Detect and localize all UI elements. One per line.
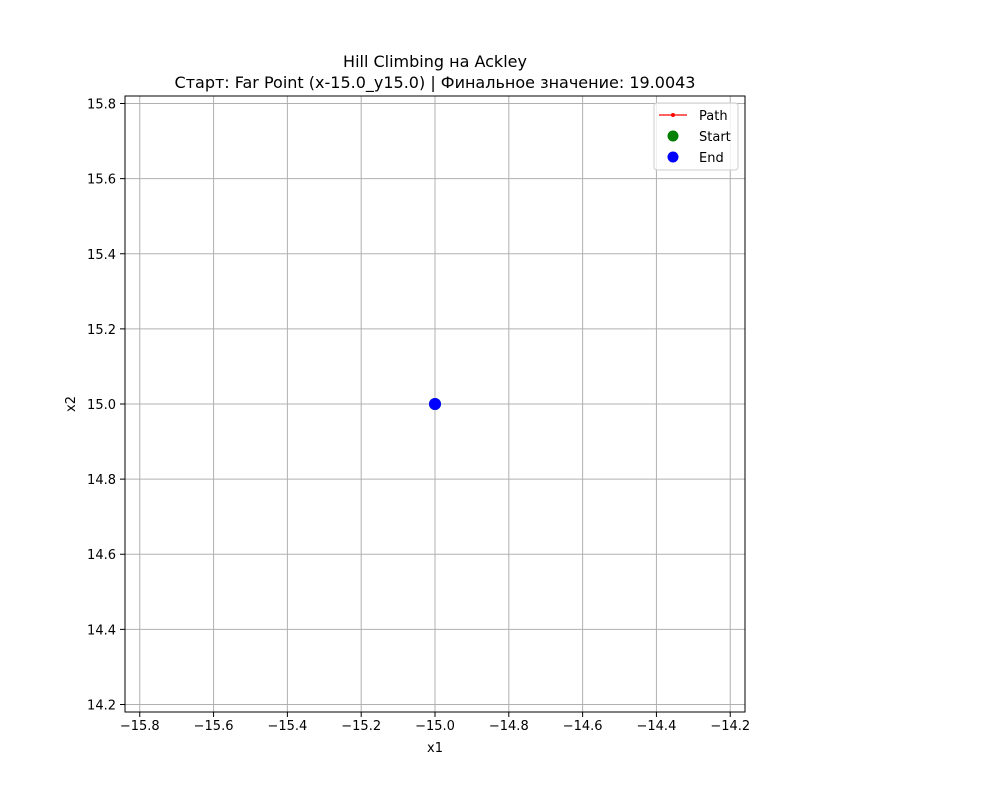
y-tick-label: 15.0	[87, 398, 116, 413]
y-tick-label: 14.6	[87, 548, 116, 563]
legend-path-marker	[671, 113, 675, 117]
legend-entries: Path Start End	[659, 109, 731, 166]
x-tick-label: −15.2	[341, 719, 381, 734]
grid-lines	[125, 96, 745, 712]
chart-title-line-1: Hill Climbing на Ackley	[343, 52, 527, 71]
y-tick-label: 14.8	[87, 473, 116, 488]
y-axis-label: x2	[64, 396, 79, 412]
x-axis: −15.8 −15.6 −15.4 −15.2 −15.0 −14.8 −14.6 −14.4…	[120, 712, 750, 734]
x-tick-label: −15.6	[194, 719, 234, 734]
legend-end-marker	[667, 151, 679, 163]
legend-end-label: End	[699, 151, 724, 166]
chart-title-line-2: Старт: Far Point (x-15.0_y15.0) | Финаль…	[175, 73, 696, 93]
legend-start-label: Start	[699, 130, 731, 145]
y-axis: 14.2 14.4 14.6 14.8 15.0 15.2 15.4 15.6 15.8	[87, 98, 125, 713]
legend-start-marker	[667, 130, 679, 142]
x-tick-label: −14.6	[563, 719, 603, 734]
x-tick-label: −14.4	[637, 719, 677, 734]
y-tick-label: 15.2	[87, 323, 116, 338]
data-marks	[429, 398, 441, 410]
y-tick-label: 15.4	[87, 248, 116, 263]
x-axis-label: x1	[427, 741, 443, 756]
y-tick-label: 14.4	[87, 623, 116, 638]
legend: Path Start End	[653, 102, 739, 171]
y-tick-label: 14.2	[87, 698, 116, 713]
x-tick-label: −15.8	[120, 719, 160, 734]
plot-area	[124, 95, 746, 713]
y-tick-label: 15.8	[87, 98, 116, 113]
x-tick-label: −14.8	[489, 719, 529, 734]
y-tick-label: 15.6	[87, 173, 116, 188]
end-marker	[429, 398, 441, 410]
x-tick-label: −14.2	[710, 719, 750, 734]
x-tick-label: −15.4	[267, 719, 307, 734]
x-tick-label: −15.0	[415, 719, 455, 734]
legend-path-label: Path	[699, 109, 728, 124]
